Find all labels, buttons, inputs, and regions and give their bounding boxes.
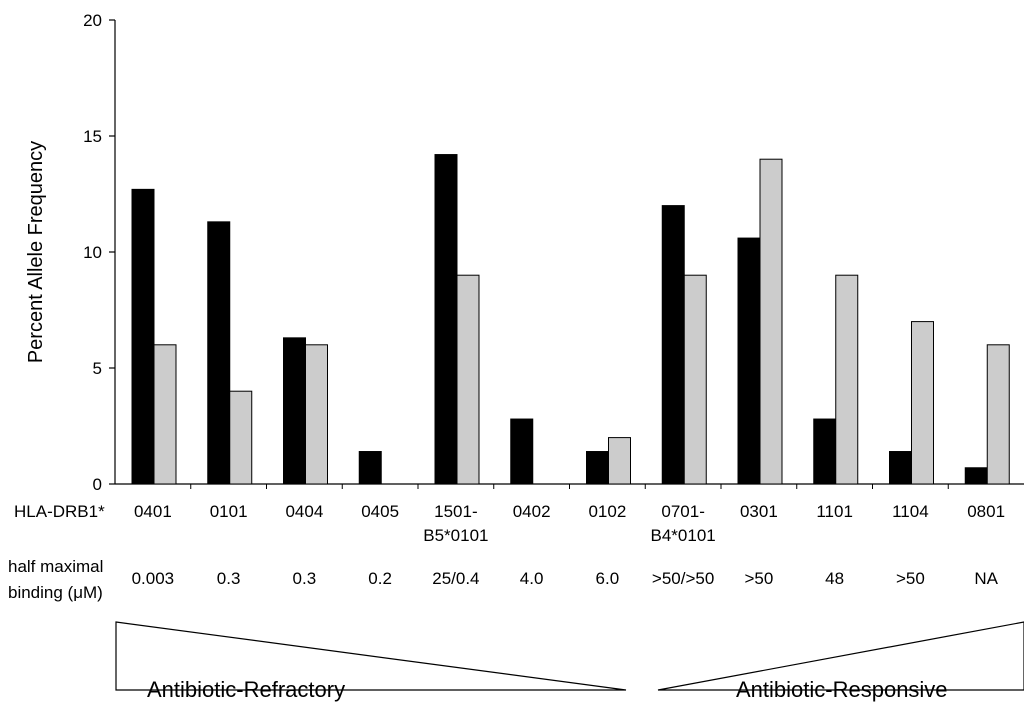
binding-row-label-line2: binding (μM) (8, 583, 103, 602)
bar-series2-11 (986, 344, 1010, 485)
bar-series1-8 (737, 237, 761, 485)
binding-row-label-line1: half maximal (8, 557, 103, 576)
bar-series2-10 (911, 321, 934, 485)
category-label: 1501- (434, 502, 477, 521)
binding-values: 0.003 0.3 0.3 0.2 25/0.4 4.0 6.0 >50/>50 >50 48 >5… (132, 569, 999, 588)
bar-series1-4 (434, 154, 458, 485)
bar-series1-5 (510, 418, 534, 485)
bar-series1-1 (207, 221, 231, 485)
bar-series1-11 (964, 467, 988, 485)
y-tick-label: 20 (83, 11, 102, 30)
y-tick-label: 5 (93, 359, 102, 378)
bar-series1-7 (661, 205, 685, 485)
bar-series1-10 (889, 451, 912, 485)
bar-series1-6 (586, 451, 609, 485)
y-tick-label: 15 (83, 127, 102, 146)
category-label: 0405 (361, 502, 399, 521)
bars (131, 154, 1010, 485)
responsive-label: Antibiotic-Responsive (736, 677, 948, 702)
binding-value: 0.003 (132, 569, 175, 588)
bar-series2-4 (456, 274, 480, 485)
category-label: B5*0101 (423, 526, 488, 545)
category-label: 1104 (892, 502, 929, 521)
category-label: 0401 (134, 502, 172, 521)
y-tick-label: 10 (83, 243, 102, 262)
binding-value: NA (974, 569, 998, 588)
y-tick-label: 0 (93, 475, 102, 494)
binding-value: 6.0 (596, 569, 620, 588)
category-labels: 0401 0101 0404 0405 1501- B5*0101 0402 0102 0701… (134, 484, 1005, 545)
binding-value: 0.3 (217, 569, 241, 588)
category-label: 0701- (661, 502, 704, 521)
refractory-label: Antibiotic-Refractory (147, 677, 345, 702)
binding-value: >50 (744, 569, 773, 588)
binding-value: 0.2 (368, 569, 392, 588)
category-label: 0301 (740, 502, 778, 521)
bar-series2-9 (835, 274, 859, 485)
bar-series2-7 (683, 274, 707, 485)
bar-series2-0 (153, 344, 177, 485)
bar-series1-2 (283, 337, 306, 485)
category-label: 1101 (816, 502, 853, 521)
category-label: 0102 (588, 502, 626, 521)
bar-series1-0 (131, 188, 155, 485)
category-label: 0801 (967, 502, 1005, 521)
bar-series1-9 (813, 418, 837, 485)
category-label: 0101 (210, 502, 248, 521)
bar-series2-6 (608, 437, 631, 485)
bar-series2-8 (759, 158, 783, 485)
allele-row-label: HLA-DRB1* (14, 502, 105, 521)
category-label: 0402 (513, 502, 551, 521)
binding-value: 4.0 (520, 569, 544, 588)
bar-series1-3 (358, 451, 382, 485)
y-axis-title: Percent Allele Frequency (25, 141, 47, 363)
bar-series2-1 (229, 390, 253, 485)
binding-value: 25/0.4 (432, 569, 479, 588)
bar-series2-2 (305, 344, 328, 485)
binding-value: >50 (896, 569, 925, 588)
refractory-wedge (115, 621, 627, 691)
responsive-wedge (657, 621, 1024, 691)
binding-value: 48 (825, 569, 844, 588)
category-label: B4*0101 (651, 526, 716, 545)
category-label: 0404 (285, 502, 323, 521)
binding-value: >50/>50 (652, 569, 714, 588)
binding-value: 0.3 (293, 569, 317, 588)
